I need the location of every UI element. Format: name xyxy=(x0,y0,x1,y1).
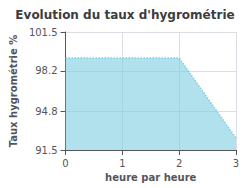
svg-text:Taux hygrométrie %: Taux hygrométrie % xyxy=(8,35,19,148)
svg-text:101.5: 101.5 xyxy=(29,27,58,38)
svg-text:1: 1 xyxy=(119,158,125,169)
svg-text:3: 3 xyxy=(233,158,239,169)
svg-text:94.8: 94.8 xyxy=(35,106,57,117)
svg-text:91.5: 91.5 xyxy=(35,145,57,156)
svg-text:98.2: 98.2 xyxy=(35,65,57,76)
svg-text:Evolution du taux d'hygrométri: Evolution du taux d'hygrométrie xyxy=(15,8,234,22)
svg-text:heure par heure: heure par heure xyxy=(105,172,196,183)
svg-text:0: 0 xyxy=(62,158,68,169)
svg-text:2: 2 xyxy=(176,158,182,169)
